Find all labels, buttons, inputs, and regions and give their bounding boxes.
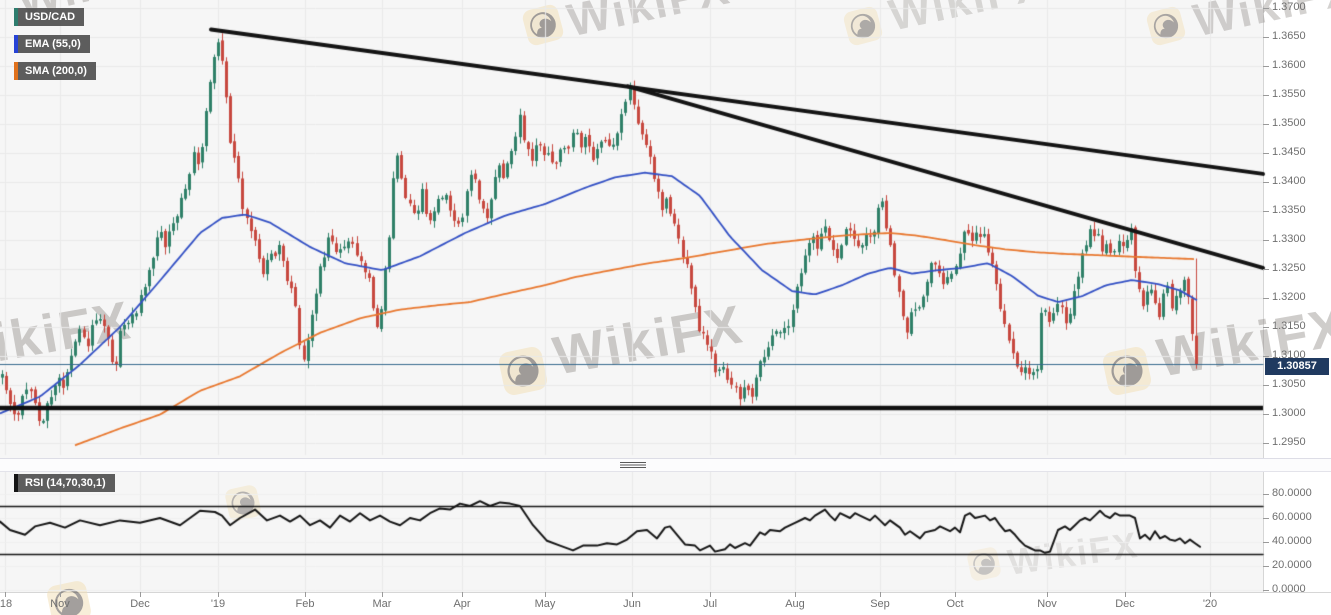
rsi-color-bar	[14, 474, 18, 492]
price-axis-tick	[1263, 210, 1269, 212]
rsi-legend-badge[interactable]: RSI (14,70,30,1)	[14, 474, 115, 492]
price-axis-tick	[1263, 65, 1269, 67]
price-axis-label: 1.3600	[1272, 59, 1306, 71]
price-axis-tick	[1263, 355, 1269, 357]
time-axis-tick	[140, 592, 141, 597]
price-axis-tick	[1263, 181, 1269, 183]
time-axis-label: Nov	[1037, 598, 1057, 610]
time-axis-label: Mar	[372, 598, 392, 610]
rsi-axis-tick	[1263, 565, 1269, 567]
time-axis-tick	[795, 592, 796, 597]
price-axis-tick	[1263, 442, 1269, 444]
time-axis-label: Apr	[453, 598, 471, 610]
price-axis-label: 1.3150	[1272, 320, 1306, 332]
time-axis-tick	[1047, 592, 1048, 597]
time-axis-label: '20	[1202, 598, 1218, 610]
rsi-axis-label: 40.0000	[1272, 535, 1312, 547]
rsi-axis-tick	[1263, 493, 1269, 495]
time-axis-tick	[382, 592, 383, 597]
price-axis-label: 1.3650	[1272, 30, 1306, 42]
time-axis-label: Feb	[295, 598, 315, 610]
price-axis-tick	[1263, 239, 1269, 241]
price-axis-tick	[1263, 326, 1269, 328]
time-axis-tick	[710, 592, 711, 597]
price-axis-label: 1.3200	[1272, 291, 1306, 303]
price-axis-tick	[1263, 268, 1269, 270]
rsi-axis-label: 0.0000	[1272, 583, 1306, 595]
time-axis-tick	[60, 592, 61, 597]
price-axis-tick	[1263, 123, 1269, 125]
symbol-legend-badge[interactable]: USD/CAD	[14, 8, 85, 26]
rsi-axis-label: 80.0000	[1272, 487, 1312, 499]
rsi-axis-label: 20.0000	[1272, 559, 1312, 571]
price-axis-label: 1.3250	[1272, 262, 1306, 274]
sma-color-bar	[14, 62, 18, 80]
price-axis-label: 1.3300	[1272, 233, 1306, 245]
price-axis-label: 1.3550	[1272, 88, 1306, 100]
price-axis-tick	[1263, 7, 1269, 9]
time-axis-tick	[5, 592, 6, 597]
price-axis-tick	[1263, 152, 1269, 154]
time-axis-tick	[1210, 592, 1211, 597]
time-axis-tick	[1125, 592, 1126, 597]
price-axis-tick	[1263, 297, 1269, 299]
price-axis-tick	[1263, 36, 1269, 38]
time-axis-label: Oct	[946, 598, 964, 610]
time-axis-tick	[880, 592, 881, 597]
price-axis-label: 1.3500	[1272, 117, 1306, 129]
time-axis-label: Aug	[785, 598, 805, 610]
time-axis-label: Nov	[50, 598, 70, 610]
time-axis-label: Jun	[623, 598, 641, 610]
time-axis-label: Dec	[1115, 598, 1135, 610]
rsi-axis-tick	[1263, 517, 1269, 519]
symbol-label: USD/CAD	[25, 11, 76, 23]
time-axis-label: Jul	[702, 598, 718, 610]
time-axis-tick	[632, 592, 633, 597]
pane-resize-handle-icon[interactable]	[620, 462, 646, 469]
time-axis-tick	[462, 592, 463, 597]
price-axis-label: 1.3000	[1272, 407, 1306, 419]
sma-label: SMA (200,0)	[25, 65, 87, 77]
price-axis-tick	[1263, 94, 1269, 96]
price-axis-tick	[1263, 413, 1269, 415]
time-axis-label: '19	[210, 598, 226, 610]
pane-divider[interactable]	[0, 458, 1331, 472]
time-axis-tick	[955, 592, 956, 597]
time-axis-tick	[305, 592, 306, 597]
ema-label: EMA (55,0)	[25, 38, 81, 50]
rsi-axis-tick	[1263, 541, 1269, 543]
ema-legend-badge[interactable]: EMA (55,0)	[14, 35, 90, 53]
symbol-color-bar	[14, 8, 18, 26]
ema-color-bar	[14, 35, 18, 53]
price-axis-label: 1.3450	[1272, 146, 1306, 158]
price-axis-label: 1.3700	[1272, 1, 1306, 13]
sma-legend-badge[interactable]: SMA (200,0)	[14, 62, 96, 80]
price-axis-label: 1.3050	[1272, 378, 1306, 390]
current-price-badge: 1.30857	[1265, 358, 1329, 375]
rsi-axis-tick	[1263, 589, 1269, 591]
rsi-axis-label: 60.0000	[1272, 511, 1312, 523]
time-axis-label: '18	[0, 598, 13, 610]
time-axis-label: May	[534, 598, 556, 610]
price-axis-label: 1.3400	[1272, 175, 1306, 187]
time-axis-tick	[545, 592, 546, 597]
price-axis-label: 1.2950	[1272, 436, 1306, 448]
time-axis-tick	[218, 592, 219, 597]
price-axis-tick	[1263, 384, 1269, 386]
time-axis-label: Dec	[130, 598, 150, 610]
price-axis-label: 1.3350	[1272, 204, 1306, 216]
rsi-label: RSI (14,70,30,1)	[25, 477, 106, 489]
time-axis-label: Sep	[870, 598, 890, 610]
